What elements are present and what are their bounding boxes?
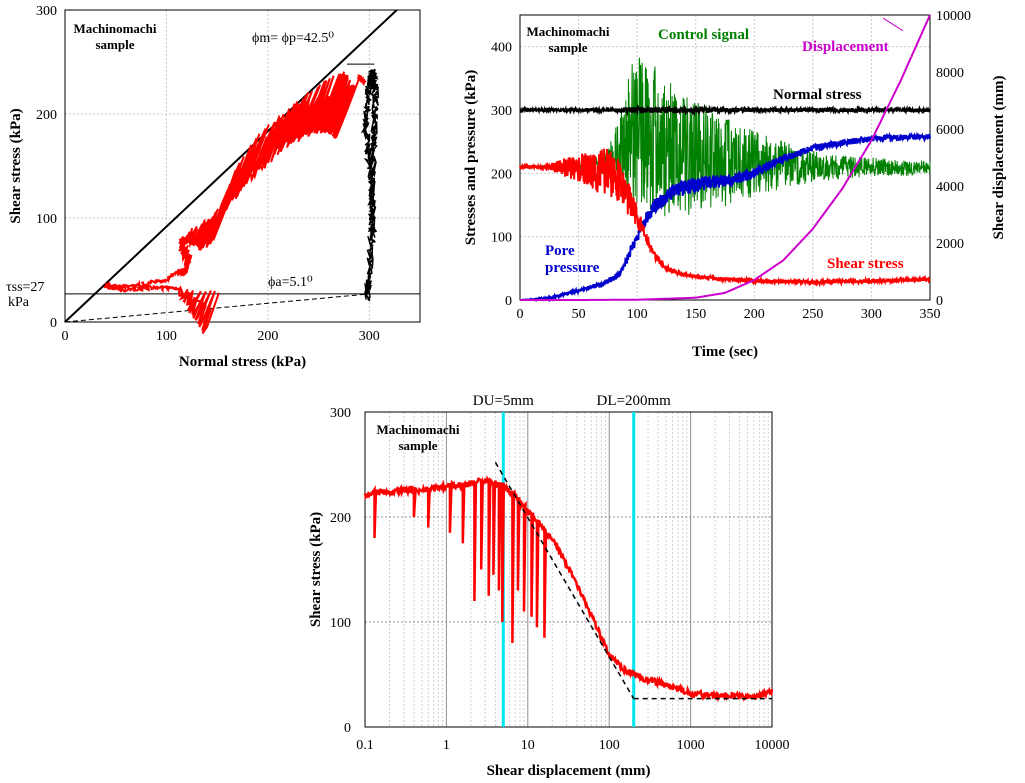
y2-tick-label: 4000 bbox=[936, 180, 964, 195]
y-tick-label: 200 bbox=[491, 167, 512, 182]
y-tick-label: 300 bbox=[330, 406, 351, 421]
y-tick-label: 100 bbox=[491, 231, 512, 246]
apparent-angle-label: ϕa=5.1⁰ bbox=[268, 275, 313, 290]
label-shear-stress: Shear stress bbox=[827, 256, 904, 272]
steady-state-label: τss=27 bbox=[6, 280, 44, 295]
y-axis-title: Shear stress (kPa) bbox=[308, 512, 324, 627]
series-displacement bbox=[520, 14, 931, 301]
y-axis-title: Shear stress (kPa) bbox=[8, 108, 24, 223]
sample-label: sample bbox=[96, 37, 135, 52]
x-tick-label: 200 bbox=[744, 307, 765, 322]
x-tick-label: 0.1 bbox=[356, 738, 374, 753]
sample-label: Machinomachi bbox=[526, 24, 609, 39]
y-tick-label: 300 bbox=[491, 104, 512, 119]
x-tick-label: 1 bbox=[443, 738, 450, 753]
y2-tick-label: 10000 bbox=[936, 9, 971, 24]
series-pore-pressure bbox=[520, 131, 931, 303]
sample-label: Machinomachi bbox=[73, 21, 156, 36]
series-normal-stress bbox=[519, 103, 931, 117]
label-control-signal: Control signal bbox=[658, 27, 749, 43]
y-tick-label: 400 bbox=[491, 41, 512, 56]
y-tick-label: 100 bbox=[330, 616, 351, 631]
sample-label: sample bbox=[549, 40, 588, 55]
y-tick-label: 300 bbox=[36, 4, 57, 19]
x-axis-title: Shear displacement (mm) bbox=[487, 763, 651, 779]
x-tick-label: 1000 bbox=[677, 738, 705, 753]
sample-label: Machinomachi bbox=[376, 422, 459, 437]
x-tick-label: 50 bbox=[572, 307, 586, 322]
steady-state-unit: kPa bbox=[8, 295, 30, 310]
x-tick-label: 10000 bbox=[755, 738, 790, 753]
label-normal-stress: Normal stress bbox=[773, 87, 862, 103]
y-tick-label: 200 bbox=[330, 511, 351, 526]
time-series-chart: 0 50 100 150 200 250 300 3500100200300400020004… bbox=[463, 9, 1007, 360]
x-axis-title: Normal stress (kPa) bbox=[179, 354, 306, 370]
series-shear-stress bbox=[363, 474, 774, 703]
series-shear-stress bbox=[519, 148, 931, 288]
x-axis-title: Time (sec) bbox=[692, 344, 758, 360]
y2-tick-label: 6000 bbox=[936, 123, 964, 138]
failure-line bbox=[64, 9, 398, 323]
sample-label: sample bbox=[399, 438, 438, 453]
x-tick-label: 10 bbox=[521, 738, 535, 753]
plot-frame bbox=[64, 9, 421, 323]
y-tick-label: 0 bbox=[505, 294, 512, 309]
plot-frame bbox=[519, 14, 931, 301]
y2-axis-title: Shear displacement (mm) bbox=[991, 76, 1007, 240]
label-pore-pressure: pressure bbox=[545, 260, 600, 276]
stress-path-chart: 0 100 200 300 0 100 200 300 Normal stress (kPa) S… bbox=[6, 4, 421, 370]
x-tick-label: 100 bbox=[156, 329, 177, 344]
label-displacement: Displacement bbox=[802, 39, 889, 55]
y2-tick-label: 2000 bbox=[936, 237, 964, 252]
y-tick-label: 0 bbox=[344, 721, 351, 736]
y-tick-label: 100 bbox=[36, 212, 57, 227]
x-tick-label: 350 bbox=[920, 307, 941, 322]
marker-label: DL=200mm bbox=[597, 393, 672, 409]
x-tick-label: 150 bbox=[685, 307, 706, 322]
x-tick-label: 300 bbox=[861, 307, 882, 322]
y2-tick-label: 8000 bbox=[936, 66, 964, 81]
x-tick-label: 100 bbox=[627, 307, 648, 322]
x-tick-label: 0 bbox=[62, 329, 69, 344]
plot-frame bbox=[364, 411, 773, 728]
y-axis-title: Stresses and pressure (kPa) bbox=[463, 70, 479, 245]
x-tick-label: 100 bbox=[599, 738, 620, 753]
apparent-friction-line bbox=[64, 293, 370, 323]
displacement-leader-line bbox=[882, 17, 904, 32]
reference-slope-line bbox=[494, 462, 635, 700]
log-displacement-chart: DU=5mm DL=200mm 0.1 1 10 100 1000 10000 0 100 200 3… bbox=[308, 393, 790, 779]
marker-label: DU=5mm bbox=[473, 393, 534, 409]
series-black-stress-path bbox=[360, 68, 380, 302]
peak-angle-label: ϕm= ϕp=42.5⁰ bbox=[252, 31, 334, 46]
x-tick-label: 200 bbox=[257, 329, 278, 344]
label-pore-pressure: Pore bbox=[545, 243, 575, 259]
y-tick-label: 0 bbox=[50, 316, 57, 331]
x-tick-label: 250 bbox=[802, 307, 823, 322]
y2-tick-label: 0 bbox=[936, 294, 943, 309]
y-tick-label: 200 bbox=[36, 108, 57, 123]
series-red-stress-path bbox=[103, 71, 367, 334]
x-tick-label: 0 bbox=[517, 307, 524, 322]
x-tick-label: 300 bbox=[359, 329, 380, 344]
